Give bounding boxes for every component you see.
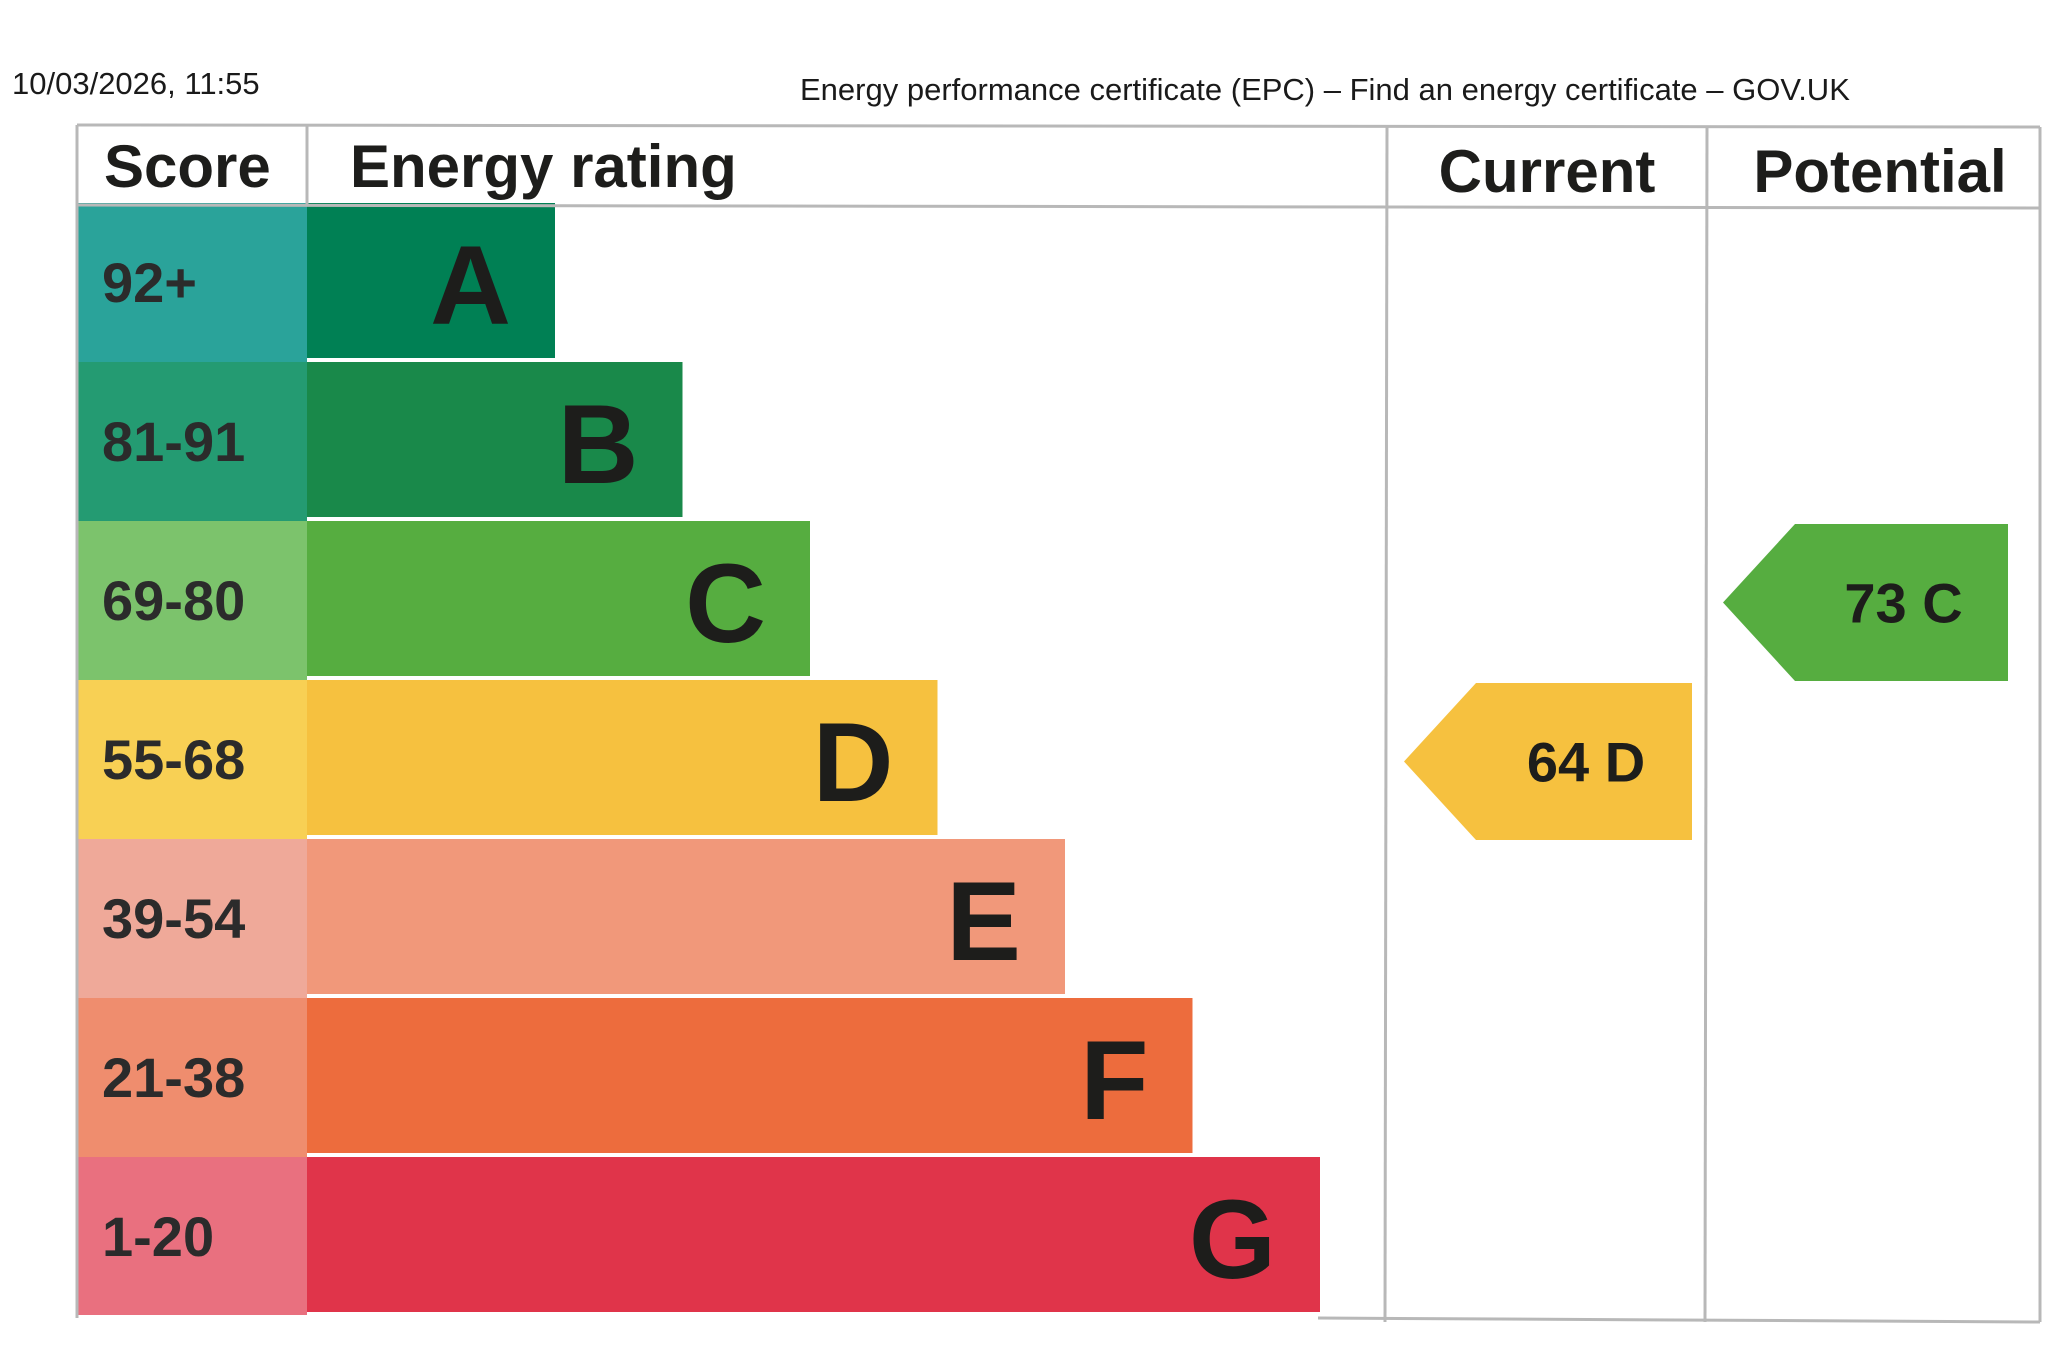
band-bar-b — [307, 362, 683, 517]
band-letter-b: B — [558, 382, 639, 507]
header-potential: Potential — [1753, 138, 2006, 205]
print-timestamp: 10/03/2026, 11:55 — [12, 66, 260, 101]
band-bar-e — [307, 839, 1065, 994]
band-bar-c — [307, 521, 810, 676]
header-energy-rating: Energy rating — [350, 133, 737, 200]
band-bar-d — [307, 680, 938, 835]
band-letter-a: A — [430, 223, 511, 348]
score-label-g: 1-20 — [102, 1205, 214, 1268]
current-arrow — [1404, 683, 1692, 840]
score-label-b: 81-91 — [102, 410, 245, 473]
band-letter-g: G — [1189, 1177, 1276, 1302]
score-label-c: 69-80 — [102, 569, 245, 632]
score-cell-g — [77, 1157, 307, 1315]
score-label-a: 92+ — [102, 251, 197, 314]
current-rating-label: 64 D — [1527, 731, 1645, 794]
band-letter-c: C — [685, 541, 766, 666]
band-bar-a — [307, 203, 555, 358]
potential-rating-label: 73 C — [1844, 572, 1962, 635]
score-label-e: 39-54 — [102, 887, 245, 950]
score-label-d: 55-68 — [102, 728, 245, 791]
band-letter-e: E — [946, 859, 1021, 984]
page-title: Energy performance certificate (EPC) – F… — [800, 72, 1850, 107]
score-cell-f — [77, 998, 307, 1157]
header-current: Current — [1439, 138, 1656, 205]
header-score: Score — [104, 133, 271, 200]
potential-arrow — [1723, 524, 2008, 681]
band-bar-g — [307, 1157, 1320, 1312]
band-letter-d: D — [813, 700, 894, 825]
score-cell-a — [77, 203, 307, 362]
score-cell-b — [77, 362, 307, 521]
score-cell-d — [77, 680, 307, 839]
band-bar-f — [307, 998, 1193, 1153]
score-cell-c — [77, 521, 307, 680]
score-cell-e — [77, 839, 307, 998]
band-letter-f: F — [1080, 1018, 1148, 1143]
score-label-f: 21-38 — [102, 1046, 245, 1109]
